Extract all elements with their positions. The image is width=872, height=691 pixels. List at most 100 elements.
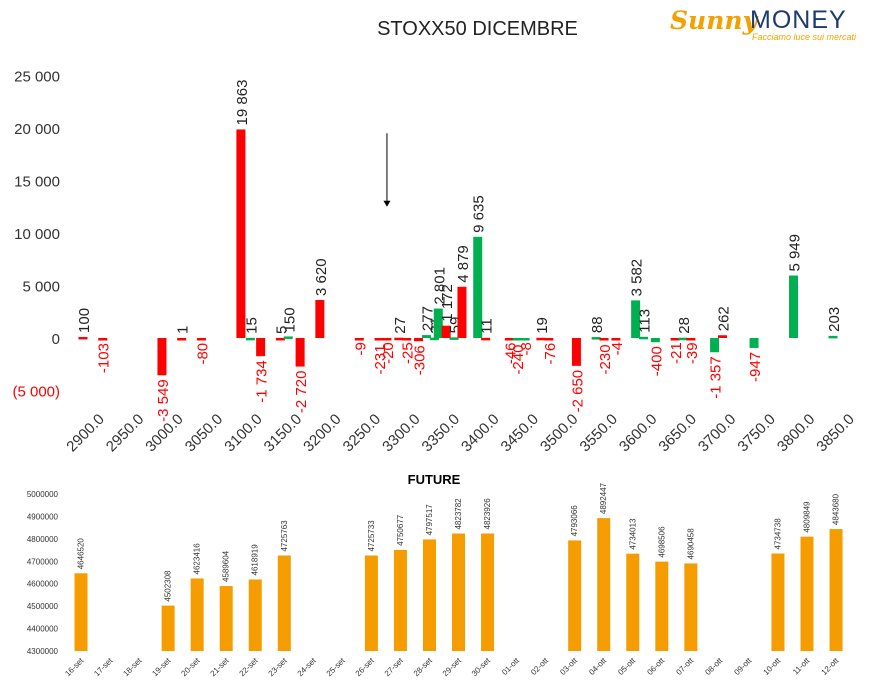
y-tick-label: 0 bbox=[52, 331, 60, 348]
future-bar bbox=[655, 561, 669, 651]
bar-call bbox=[650, 338, 660, 343]
future-y-tick-label: 4400000 bbox=[27, 625, 59, 634]
bar-put bbox=[256, 338, 266, 357]
future-bar bbox=[568, 540, 582, 651]
future-bar bbox=[364, 555, 378, 651]
future-bar bbox=[481, 533, 495, 651]
logo-tagline: Facciamo luce sui mercati bbox=[752, 32, 857, 42]
data-label: -21 bbox=[668, 342, 685, 364]
data-label: 19 863 bbox=[234, 80, 251, 126]
bar-put bbox=[157, 338, 167, 376]
future-x-tick-label: 27-set bbox=[383, 656, 406, 679]
future-bar bbox=[74, 573, 88, 651]
bar-call bbox=[283, 336, 293, 339]
y-tick-label: 5 000 bbox=[22, 279, 60, 296]
bar-put bbox=[78, 336, 88, 340]
x-tick-label: 3250.0 bbox=[340, 411, 384, 455]
future-bar bbox=[452, 533, 466, 651]
future-x-tick-label: 16-set bbox=[63, 656, 86, 679]
bar-call bbox=[245, 337, 255, 341]
future-x-tick-label: 23-set bbox=[267, 656, 290, 679]
bar-put bbox=[315, 299, 325, 338]
sunny-money-logo: Sunny MONEY Facciamo luce sui mercati bbox=[668, 4, 868, 44]
data-label: 262 bbox=[715, 306, 732, 331]
x-tick-label: 3150.0 bbox=[261, 411, 305, 455]
future-bar bbox=[219, 586, 233, 651]
future-y-tick-label: 4900000 bbox=[27, 512, 59, 521]
data-label: 4 879 bbox=[455, 245, 472, 283]
future-data-label: 4690458 bbox=[686, 528, 695, 560]
y-tick-label: (5 000) bbox=[12, 384, 60, 401]
data-label: -231 bbox=[372, 344, 389, 374]
future-data-label: 4646520 bbox=[77, 538, 86, 570]
future-data-label: 4698506 bbox=[657, 526, 666, 558]
data-label: -8 bbox=[518, 342, 535, 355]
data-label: -76 bbox=[542, 343, 559, 365]
future-x-tick-label: 20-set bbox=[179, 656, 202, 679]
data-label: 5 949 bbox=[787, 234, 804, 272]
x-tick-label: 3850.0 bbox=[813, 411, 857, 455]
y-tick-label: 25 000 bbox=[14, 69, 60, 86]
y-tick-label: 15 000 bbox=[14, 174, 60, 191]
bar-put bbox=[544, 338, 554, 341]
future-data-label: 4502308 bbox=[164, 570, 173, 602]
data-label: -3 549 bbox=[155, 379, 172, 422]
data-label: -1 357 bbox=[708, 356, 725, 399]
data-label: -947 bbox=[747, 352, 764, 382]
future-data-label: 4618919 bbox=[251, 544, 260, 576]
x-tick-label: 3800.0 bbox=[774, 411, 818, 455]
data-label: 3 620 bbox=[313, 258, 330, 296]
future-y-tick-label: 4700000 bbox=[27, 557, 59, 566]
future-x-tick-label: 21-set bbox=[209, 656, 232, 679]
future-x-tick-label: 28-set bbox=[412, 656, 435, 679]
bar-call bbox=[789, 275, 799, 338]
future-data-label: 4797517 bbox=[425, 504, 434, 536]
future-x-tick-label: 04-ott bbox=[587, 656, 608, 677]
future-x-tick-label: 09-ott bbox=[732, 656, 753, 677]
data-label: 27 bbox=[392, 317, 409, 334]
future-x-tick-label: 06-ott bbox=[645, 656, 666, 677]
future-x-tick-label: 02-ott bbox=[529, 656, 550, 677]
future-bar bbox=[626, 553, 640, 651]
data-label: -103 bbox=[96, 343, 113, 373]
future-data-label: 4823926 bbox=[483, 498, 492, 530]
x-tick-label: 3550.0 bbox=[577, 411, 621, 455]
x-tick-label: 3750.0 bbox=[734, 411, 778, 455]
bar-put bbox=[441, 325, 451, 338]
future-x-tick-label: 19-set bbox=[150, 656, 173, 679]
data-label: 1 bbox=[175, 326, 192, 334]
future-bar bbox=[161, 605, 175, 651]
future-data-label: 4793066 bbox=[570, 505, 579, 537]
bar-call bbox=[678, 337, 688, 341]
data-label: 3 582 bbox=[629, 259, 646, 297]
bar-put bbox=[686, 338, 696, 341]
bar-call bbox=[449, 337, 459, 340]
bar-put bbox=[670, 338, 680, 341]
data-label: 28 bbox=[676, 317, 693, 334]
future-y-tick-label: 4800000 bbox=[27, 535, 59, 544]
bar-put bbox=[374, 338, 384, 341]
x-tick-label: 3050.0 bbox=[182, 411, 226, 455]
future-data-label: 4589604 bbox=[222, 550, 231, 582]
data-label: 1 172 bbox=[439, 284, 456, 322]
data-label: -240 bbox=[510, 345, 527, 375]
x-tick-label: 2900.0 bbox=[63, 411, 107, 455]
future-data-label: 4734013 bbox=[628, 518, 637, 550]
x-tick-label: 3300.0 bbox=[379, 411, 423, 455]
bar-put bbox=[275, 337, 285, 341]
bar-call bbox=[421, 335, 431, 338]
future-bar bbox=[422, 539, 436, 651]
bar-put bbox=[504, 338, 514, 341]
x-tick-label: 2950.0 bbox=[103, 411, 147, 455]
bar-call bbox=[639, 336, 649, 340]
bar-call bbox=[828, 335, 838, 339]
future-title: FUTURE bbox=[408, 472, 461, 487]
bar-put bbox=[571, 338, 581, 366]
bar-put bbox=[394, 337, 404, 341]
data-label: 277 bbox=[419, 306, 436, 331]
data-label: -39 bbox=[684, 342, 701, 364]
future-y-tick-label: 5000000 bbox=[27, 490, 59, 499]
future-data-label: 4734738 bbox=[773, 518, 782, 550]
future-bar bbox=[771, 553, 785, 651]
bar-call bbox=[433, 308, 443, 338]
